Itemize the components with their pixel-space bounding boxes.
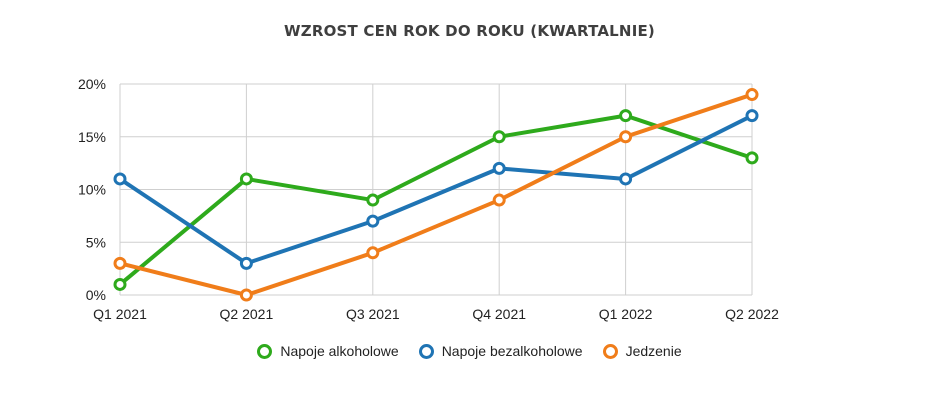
data-point bbox=[619, 130, 633, 144]
series-line bbox=[118, 113, 754, 287]
legend-label: Jedzenie bbox=[625, 343, 682, 359]
y-tick-label: 5% bbox=[86, 234, 106, 250]
legend-item: Napoje bezalkoholowe bbox=[418, 343, 583, 359]
series-line bbox=[118, 92, 754, 297]
data-point bbox=[619, 172, 633, 186]
series-2 bbox=[113, 109, 759, 270]
data-point bbox=[492, 130, 506, 144]
y-tick-label: 10% bbox=[78, 182, 106, 198]
x-tick-label: Q3 2021 bbox=[346, 306, 400, 322]
x-tick-label: Q4 2021 bbox=[472, 306, 526, 322]
x-tick-label: Q2 2021 bbox=[220, 306, 274, 322]
data-point bbox=[113, 277, 127, 291]
data-point bbox=[366, 193, 380, 207]
data-point bbox=[492, 193, 506, 207]
series-group bbox=[113, 88, 759, 302]
x-tick-label: Q2 2022 bbox=[725, 306, 779, 322]
legend-label: Napoje alkoholowe bbox=[280, 343, 399, 359]
y-axis-ticks: 0% 5% 10% 15% 20% bbox=[78, 76, 106, 303]
data-point bbox=[113, 172, 127, 186]
chart-title: WZROST CEN ROK DO ROKU (KWARTALNIE) bbox=[284, 22, 655, 40]
data-point bbox=[745, 109, 759, 123]
x-axis-ticks: Q1 2021 Q2 2021 Q3 2021 Q4 2021 Q1 2022 Q2 20… bbox=[93, 306, 779, 322]
series-3 bbox=[113, 88, 759, 302]
data-point bbox=[619, 109, 633, 123]
y-tick-label: 0% bbox=[86, 287, 106, 303]
data-point bbox=[366, 214, 380, 228]
series-1 bbox=[113, 109, 759, 291]
legend-label: Napoje bezalkoholowe bbox=[441, 343, 583, 359]
data-point bbox=[113, 256, 127, 270]
data-point bbox=[492, 161, 506, 175]
data-point bbox=[745, 88, 759, 102]
legend-item: Jedzenie bbox=[602, 343, 682, 359]
legend-marker-icon bbox=[257, 343, 273, 359]
y-tick-label: 20% bbox=[78, 76, 106, 92]
x-tick-label: Q1 2021 bbox=[93, 306, 147, 322]
x-tick-label: Q1 2022 bbox=[599, 306, 653, 322]
data-point bbox=[745, 151, 759, 165]
data-point bbox=[239, 172, 253, 186]
data-point bbox=[239, 288, 253, 302]
legend-item: Napoje alkoholowe bbox=[257, 343, 399, 359]
y-tick-label: 15% bbox=[78, 129, 106, 145]
legend: Napoje alkoholowe Napoje bezalkoholowe Jed… bbox=[0, 343, 939, 359]
series-line bbox=[118, 113, 754, 266]
legend-marker-icon bbox=[602, 343, 618, 359]
data-point bbox=[239, 256, 253, 270]
grid bbox=[119, 83, 753, 296]
legend-marker-icon bbox=[418, 343, 434, 359]
data-point bbox=[366, 246, 380, 260]
